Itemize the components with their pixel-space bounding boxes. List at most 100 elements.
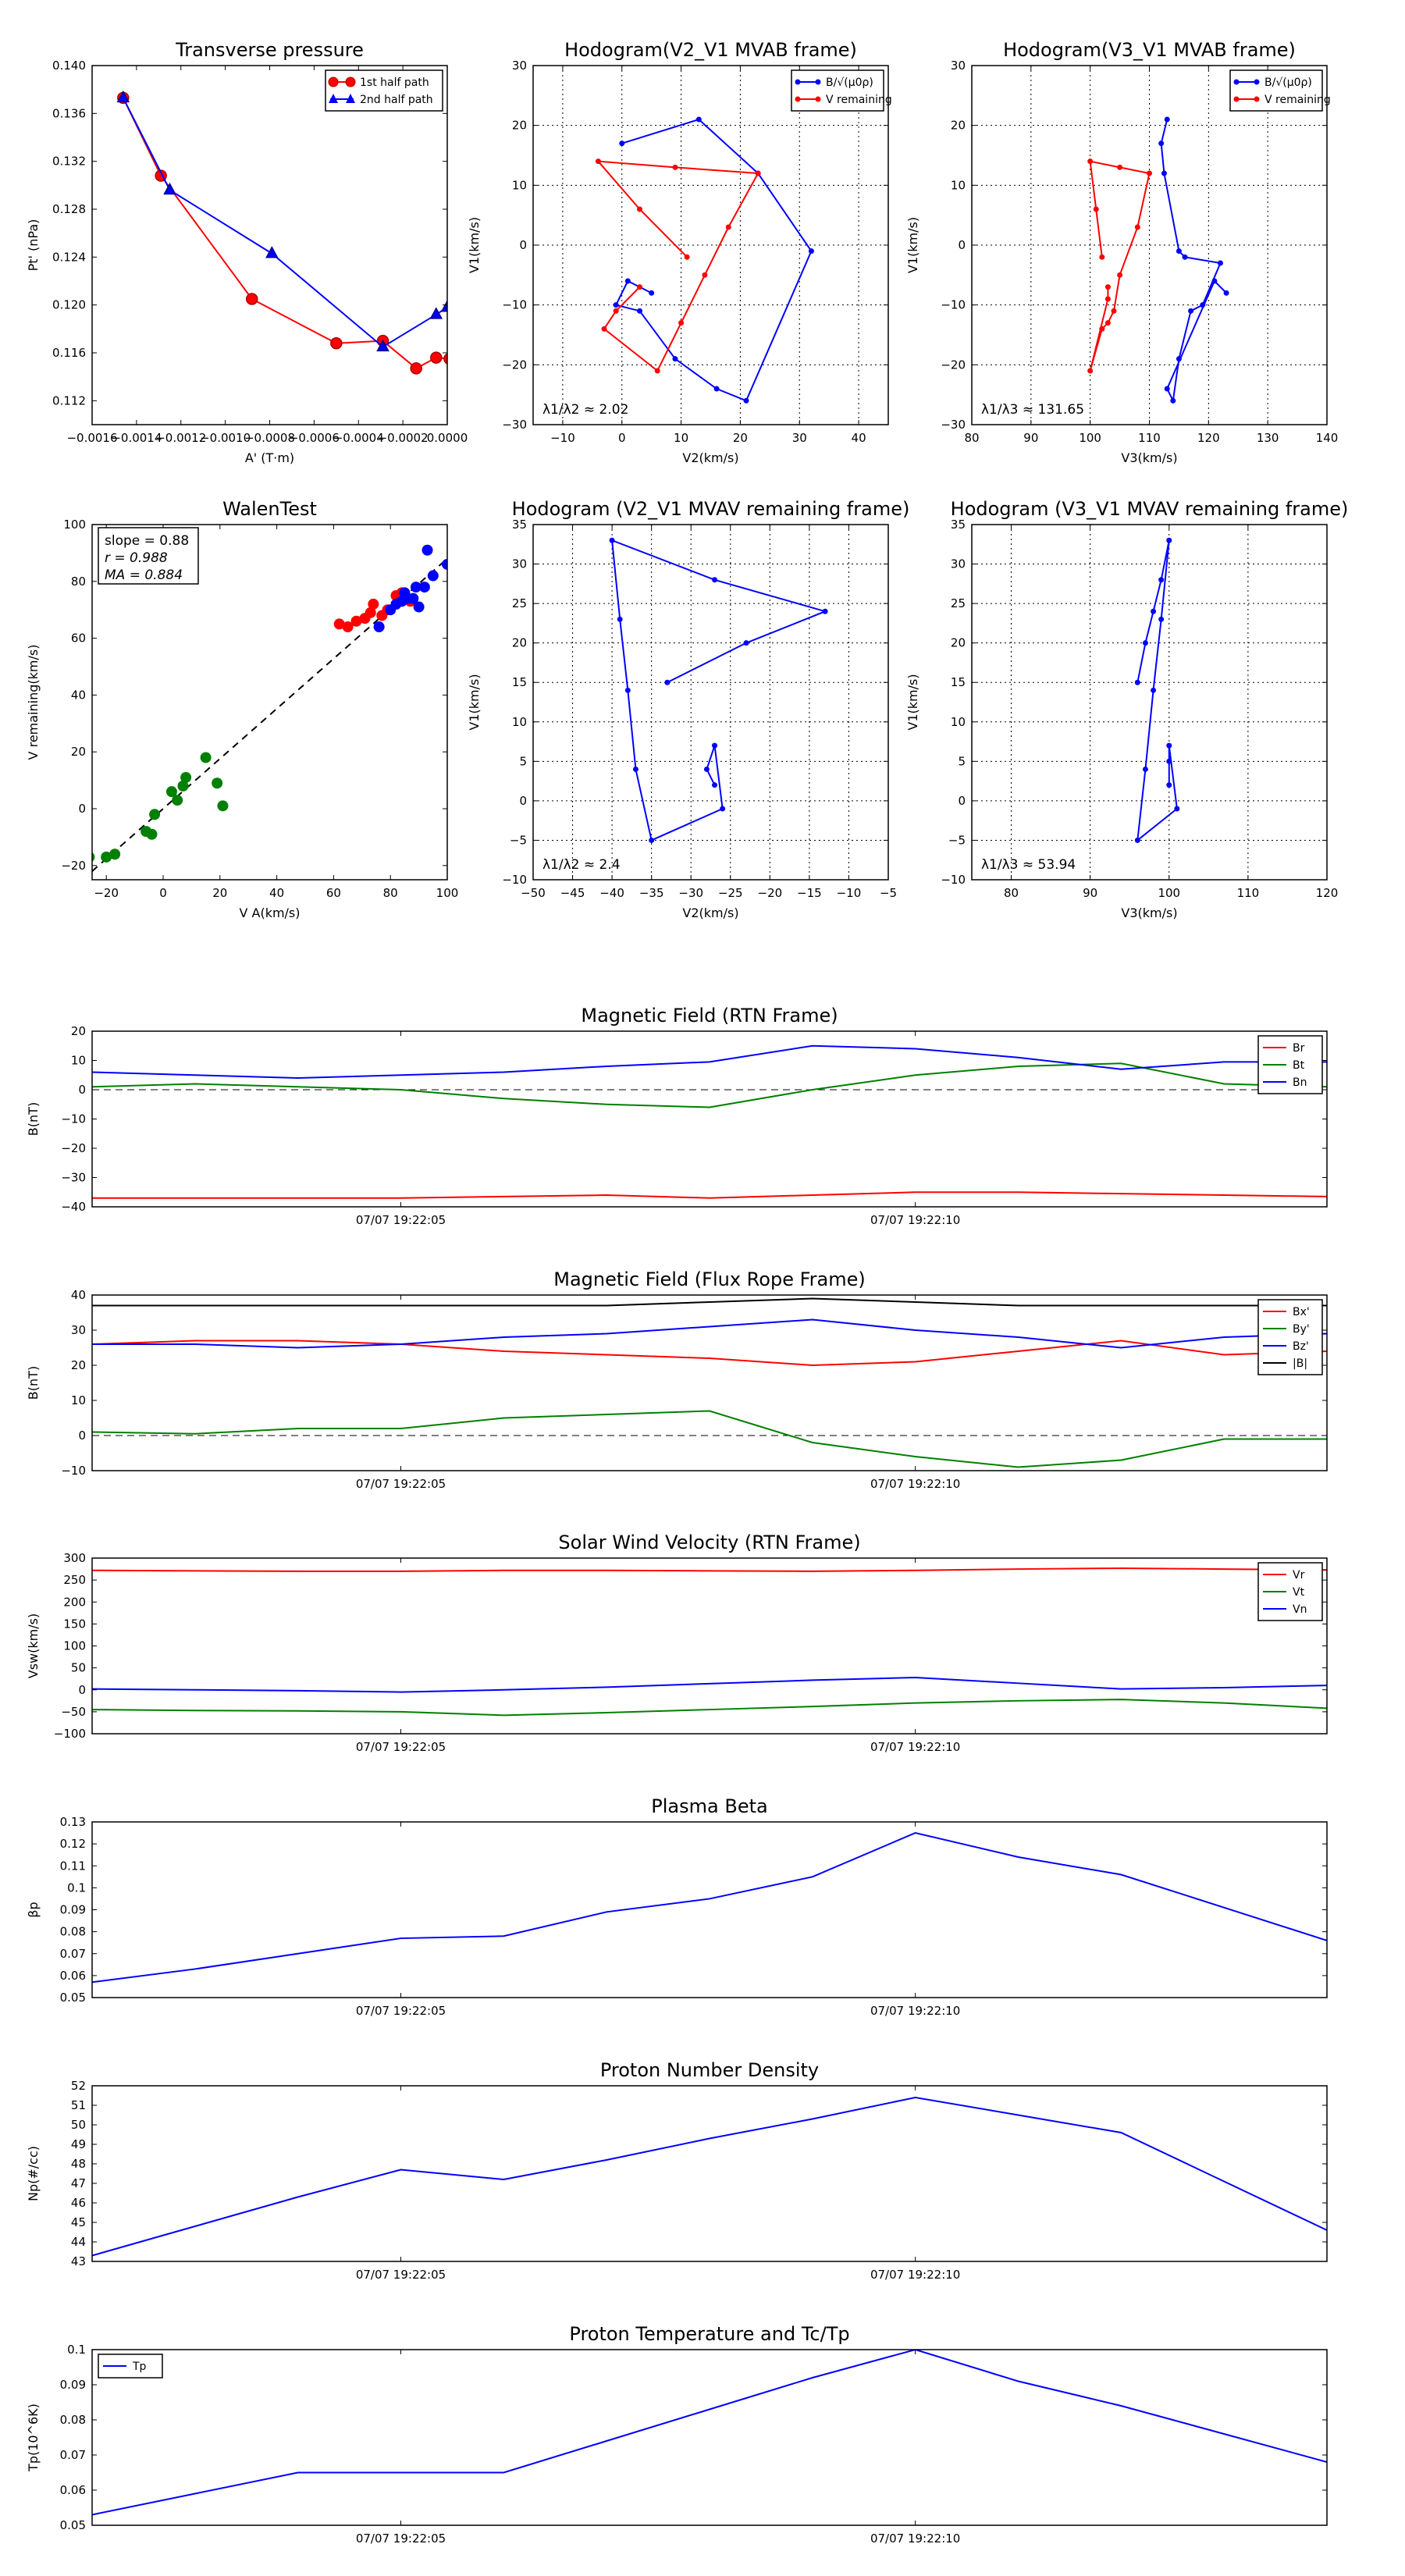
legend-label: Br [1293, 1042, 1305, 1055]
x-tick-label: −10 [837, 886, 862, 900]
data-point [637, 308, 642, 314]
series-line-Bn [92, 1044, 1327, 1080]
x-tick-label: −25 [718, 886, 743, 900]
data-point [1104, 296, 1111, 302]
data-point [1166, 782, 1172, 788]
legend-box [1229, 69, 1323, 112]
series-line-Tp [92, 2350, 1327, 2516]
data-point [368, 598, 379, 610]
y-tick-label: 0 [519, 238, 527, 252]
plot-frame [532, 65, 889, 425]
series-line-B/√(μ0ρ) [614, 118, 813, 402]
y-tick-label: −20 [941, 358, 966, 372]
y-tick-label: −30 [502, 418, 527, 432]
x-tick-label: 90 [1083, 886, 1097, 900]
x-tick-label: 07/07 19:22:10 [870, 2004, 960, 2018]
y-axis-label: V1(km/s) [467, 217, 482, 273]
y-tick-label: 0 [78, 802, 86, 816]
chart-6: Magnetic Field (RTN Frame) 07/07 19:22:05… [26, 1005, 1328, 1227]
data-point [1161, 170, 1167, 176]
series-group [92, 1044, 1327, 1199]
legend-label: Bn [1293, 1076, 1307, 1089]
x-tick-label: 80 [1004, 886, 1019, 900]
data-point [109, 849, 121, 860]
legend-marker [346, 94, 355, 103]
y-tick-label: 45 [71, 2215, 86, 2229]
y-tick-label: 0 [78, 1083, 86, 1097]
y-tick-label: 0.07 [60, 1947, 86, 1961]
y-tick-label: 5 [519, 754, 527, 768]
x-tick-label: 130 [1257, 431, 1279, 445]
y-tick-label: −5 [510, 833, 527, 847]
annotation-text: λ1/λ2 ≈ 2.4 [542, 857, 621, 873]
chart-title: Transverse pressure [175, 39, 364, 61]
data-point [725, 224, 731, 230]
y-tick-label: 0.112 [52, 393, 86, 407]
y-tick-label: 0 [78, 1683, 86, 1697]
data-point [808, 248, 814, 254]
plot-frame [91, 2349, 1328, 2526]
legend-label: Vr [1293, 1569, 1305, 1582]
series-line-V remaining [596, 160, 759, 372]
data-point [422, 544, 433, 556]
data-point [637, 206, 642, 212]
data-point [373, 621, 385, 633]
y-tick-label: 43 [71, 2254, 86, 2268]
data-point [1117, 164, 1123, 170]
chart-7: Magnetic Field (Flux Rope Frame) 07/07 19… [26, 1268, 1328, 1491]
data-point [246, 293, 258, 305]
y-axis-label: Pt' (nPa) [26, 219, 41, 272]
data-point [617, 616, 623, 622]
y-tick-label: −20 [61, 1141, 86, 1155]
data-point [1142, 640, 1148, 646]
x-tick-label: 140 [1316, 431, 1339, 445]
data-point [601, 326, 607, 332]
legend-marker [815, 79, 821, 85]
legend-marker [795, 96, 801, 102]
series-group [92, 2350, 1327, 2516]
y-tick-label: 0 [78, 1429, 86, 1443]
y-tick-label: 49 [71, 2137, 86, 2151]
chart-title: Hodogram(V2_V1 MVAB frame) [564, 39, 857, 61]
legend-label: Bx' [1293, 1306, 1310, 1318]
data-point [637, 284, 642, 290]
y-tick-label: 100 [63, 1639, 86, 1653]
legend-label: Vn [1293, 1603, 1307, 1616]
legend-label: V remaining [1264, 94, 1331, 106]
x-tick-label: 07/07 19:22:10 [870, 1213, 960, 1227]
plot-frame [971, 524, 1328, 881]
x-tick-label: 07/07 19:22:05 [356, 2268, 446, 2282]
legend-marker [795, 79, 801, 85]
fit-line [92, 557, 447, 872]
data-point [1158, 616, 1165, 622]
x-axis-label: V3(km/s) [1121, 906, 1177, 920]
legend-marker [1254, 79, 1260, 85]
data-point [755, 170, 761, 176]
chart-title: Hodogram (V2_V1 MVAV remaining frame) [512, 498, 910, 520]
data-point [713, 386, 720, 392]
x-tick-label: −20 [758, 886, 783, 900]
data-point [1151, 608, 1157, 614]
data-point [1087, 368, 1094, 374]
x-tick-label: −40 [599, 886, 624, 900]
y-tick-label: 0.08 [60, 1925, 86, 1939]
data-point [442, 558, 447, 570]
x-tick-label: 10 [674, 431, 688, 445]
y-tick-label: 150 [63, 1617, 86, 1631]
data-point [672, 164, 678, 170]
y-tick-label: 10 [512, 715, 527, 729]
series-group [92, 1832, 1327, 1984]
data-point [429, 307, 443, 319]
chart-title: Hodogram (V3_V1 MVAV remaining frame) [951, 498, 1349, 520]
x-tick-label: 40 [852, 431, 866, 445]
data-point [407, 592, 419, 604]
data-point [678, 320, 685, 326]
y-tick-label: 46 [71, 2196, 86, 2210]
data-point [1218, 260, 1223, 266]
y-tick-label: 5 [958, 754, 966, 768]
data-point [116, 90, 130, 103]
series-group [1134, 537, 1180, 843]
data-point [624, 278, 631, 284]
chart-1: Hodogram(V2_V1 MVAB frame) −10 0 10 20 30 40 −3… [467, 39, 892, 465]
data-point [609, 537, 615, 543]
